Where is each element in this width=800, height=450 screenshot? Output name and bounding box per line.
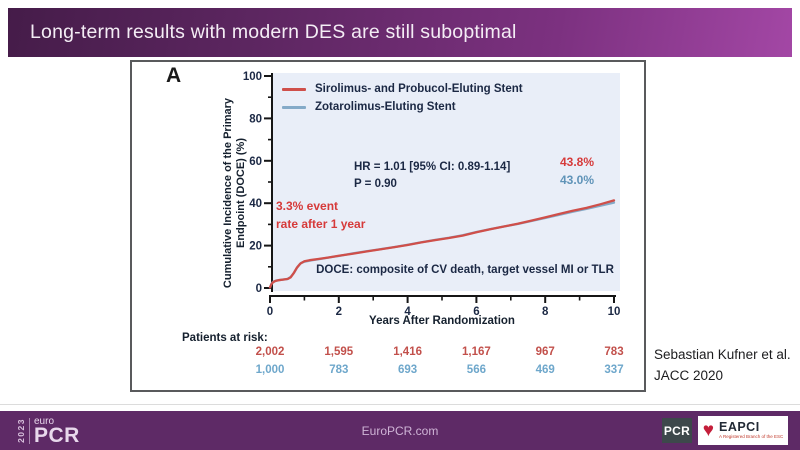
x-tick-label: 2 xyxy=(336,306,342,318)
eapci-heart-icon: ♥ xyxy=(702,420,714,441)
footer-bar: 2023 euro PCR EuroPCR.com PCR ♥ EAPCI A … xyxy=(0,411,800,450)
citation-author: Sebastian Kufner et al. xyxy=(654,347,791,362)
panel-letter: A xyxy=(166,64,182,87)
risk-value: 469 xyxy=(535,364,555,376)
y-tick-label: 100 xyxy=(243,71,262,83)
y-tick-label: 0 xyxy=(256,283,262,295)
zotarolimus-final-percent: 43.0% xyxy=(560,173,595,187)
doce-definition-note: DOCE: composite of CV death, target vess… xyxy=(316,264,614,276)
legend-item-sirolimus: Sirolimus- and Probucol-Eluting Stent xyxy=(282,80,523,98)
risk-value: 783 xyxy=(329,364,349,376)
y-axis-label-line2: Endpoint (DOCE) (%) xyxy=(235,138,247,248)
logo-pcr-text: PCR xyxy=(34,423,80,447)
x-axis-label: Years After Randomization xyxy=(369,315,515,327)
pcr-badge: PCR xyxy=(662,418,692,443)
risk-value: 967 xyxy=(535,346,555,358)
y-axis-label: Cumulative Incidence of the Primary Endp… xyxy=(222,63,248,323)
risk-value: 337 xyxy=(604,364,624,376)
europcr-2023-logo: 2023 euro PCR xyxy=(16,414,80,447)
citation-journal: JACC 2020 xyxy=(654,368,724,383)
legend-label-zotarolimus: Zotarolimus-Eluting Stent xyxy=(315,101,456,113)
risk-value: 2,002 xyxy=(255,346,285,358)
p-value-line: P = 0.90 xyxy=(354,178,397,190)
figure-panel: 0 20 40 60 80 100 0 2 4 6 8 10 A Cumulative Inciden… xyxy=(130,60,646,392)
risk-value: 1,167 xyxy=(462,346,491,358)
legend: Sirolimus- and Probucol-Eluting Stent Zo… xyxy=(282,80,523,116)
patients-at-risk-label: Patients at risk: xyxy=(182,332,268,344)
eapci-tagline: A Registered Branch of the ESC xyxy=(718,434,784,439)
y-axis-label-line1: Cumulative Incidence of the Primary xyxy=(222,97,234,289)
risk-value: 693 xyxy=(398,364,418,376)
y-tick-label: 60 xyxy=(249,156,262,168)
y-tick-label: 80 xyxy=(249,113,262,125)
legend-item-zotarolimus: Zotarolimus-Eluting Stent xyxy=(282,98,523,116)
risk-value: 566 xyxy=(466,364,486,376)
slide-header: Long-term results with modern DES are st… xyxy=(8,8,792,57)
sirolimus-line-swatch xyxy=(282,87,306,91)
slide-bottom-divider xyxy=(0,404,800,405)
hazard-ratio-line: HR = 1.01 [95% CI: 0.89-1.14] xyxy=(354,161,511,173)
risk-value: 783 xyxy=(604,346,624,358)
x-tick-label: 6 xyxy=(473,306,479,318)
risk-value: 1,000 xyxy=(255,364,285,376)
x-tick-label: 0 xyxy=(267,306,273,318)
europcr-wordmark: euro PCR xyxy=(34,415,80,447)
hazard-ratio-annotation: HR = 1.01 [95% CI: 0.89-1.14] P = 0.90 xyxy=(354,159,510,193)
citation: Sebastian Kufner et al. JACC 2020 xyxy=(654,344,794,386)
eapci-text-block: EAPCI A Registered Branch of the ESC xyxy=(719,421,783,440)
x-tick-label: 10 xyxy=(608,306,621,318)
zotarolimus-line-swatch xyxy=(282,105,306,109)
x-tick-label: 8 xyxy=(542,306,549,318)
logo-divider xyxy=(29,417,30,444)
eapci-name: EAPCI xyxy=(718,420,760,434)
plot-background xyxy=(272,73,620,291)
km-curve xyxy=(268,199,616,289)
footer-website: EuroPCR.com xyxy=(361,423,439,438)
sirolimus-final-percent: 43.8% xyxy=(560,155,595,169)
event-rate-line1: 3.3% event xyxy=(276,199,339,213)
km-curve-plot: 0 20 40 60 80 100 0 2 4 6 8 10 xyxy=(243,71,621,318)
risk-value: 1,595 xyxy=(324,346,354,358)
logo-euro-text: euro xyxy=(34,415,55,427)
y-tick-label: 20 xyxy=(249,241,262,253)
event-rate-annotation: 3.3% event rate after 1 year xyxy=(276,197,365,233)
legend-label-sirolimus: Sirolimus- and Probucol-Eluting Stent xyxy=(315,83,523,95)
event-rate-line2: rate after 1 year xyxy=(276,217,366,231)
risk-value: 1,416 xyxy=(393,346,422,358)
x-tick-label: 4 xyxy=(404,306,411,318)
eapci-logo: ♥ EAPCI A Registered Branch of the ESC xyxy=(698,416,788,445)
slide-title: Long-term results with modern DES are st… xyxy=(30,21,517,43)
final-percent-labels: 43.8% 43.0% xyxy=(560,153,594,189)
y-tick-label: 40 xyxy=(249,198,262,210)
